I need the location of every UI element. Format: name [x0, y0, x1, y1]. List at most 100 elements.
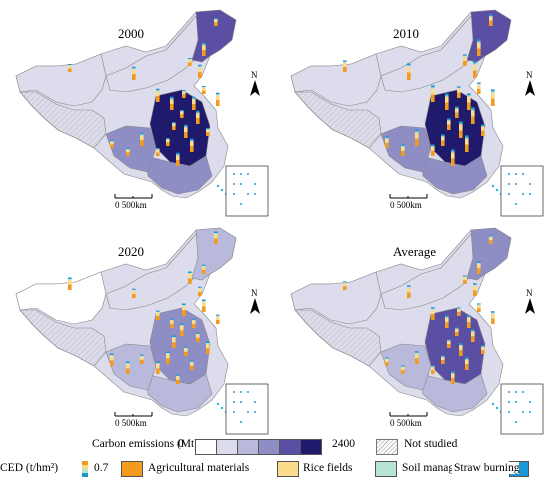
- carbon-legend-max: 2400: [332, 438, 355, 450]
- ced-stacked-bar: [198, 64, 202, 78]
- ced-stacked-bar: [457, 307, 461, 316]
- ced-stacked-bar: [126, 148, 130, 156]
- ced-stacked-bar: [385, 136, 389, 148]
- scale-label: 0 500km: [115, 418, 147, 428]
- map-panel-3: N 2020 0 500km: [0, 218, 275, 438]
- ced-stacked-bar: [407, 285, 411, 298]
- ced-stacked-bar: [156, 148, 160, 156]
- ced-stacked-bar: [457, 86, 461, 98]
- ced-stacked-bar: [451, 149, 455, 166]
- island-marker: [491, 402, 495, 406]
- north-label: N: [251, 70, 258, 80]
- panel-title: 2010: [393, 26, 419, 41]
- island-marker: [495, 188, 499, 192]
- north-label: N: [526, 70, 533, 80]
- ced-stacked-bar: [481, 124, 485, 136]
- ramp-step: [300, 439, 322, 455]
- ced-stacked-bar: [190, 138, 194, 152]
- ced-stacked-bar: [441, 355, 445, 364]
- ced-stacked-bar: [415, 129, 419, 146]
- ced-stacked-bar: [192, 96, 196, 110]
- scale-label: 0 500km: [115, 200, 147, 210]
- south-china-sea-inset: [225, 383, 269, 435]
- panel-title: 2020: [118, 244, 144, 259]
- scale-bar: [389, 412, 428, 417]
- ced-stacked-bar: [166, 351, 170, 364]
- ced-stacked-bar: [415, 351, 419, 364]
- ced-stacked-bar: [431, 307, 435, 320]
- ced-stacked-bar: [407, 63, 411, 80]
- ced-stacked-bar: [188, 271, 192, 284]
- straw-burning-label: Straw burning: [452, 462, 520, 474]
- panel-title: Average: [393, 244, 437, 259]
- ced-stacked-bar: [202, 42, 206, 56]
- ced-stacked-bar: [140, 354, 144, 364]
- agricultural-materials-swatch: [121, 461, 143, 477]
- island-marker: [216, 402, 220, 406]
- china-map: N: [290, 9, 544, 217]
- china-map: N: [15, 9, 269, 217]
- ced-stacked-bar: [196, 110, 200, 124]
- ced-stacked-bar: [385, 357, 389, 366]
- region-south: [420, 155, 488, 195]
- scale-label: 0 500km: [390, 200, 422, 210]
- china-map: N: [290, 227, 544, 435]
- region-northwest: [290, 271, 382, 325]
- ced-stacked-bar: [68, 64, 72, 72]
- north-label: N: [526, 288, 533, 298]
- ced-stacked-bar: [467, 315, 471, 328]
- region-south: [420, 373, 488, 413]
- map-panel-4: N Average 0 500km: [275, 218, 550, 438]
- region-northwest: [15, 271, 107, 325]
- map-panel-2: N 2010 0 500km: [275, 0, 550, 220]
- ced-stacked-bar: [172, 335, 176, 348]
- ced-stacked-bar: [216, 92, 220, 106]
- south-china-sea-inset: [225, 165, 269, 217]
- scale-bar: [114, 412, 153, 417]
- ced-stacked-bar: [431, 85, 435, 102]
- ced-stacked-bar: [477, 82, 481, 94]
- ramp-step: [195, 439, 217, 455]
- ced-stacked-bar: [198, 286, 202, 296]
- ced-stacked-bar: [431, 365, 435, 374]
- rice-fields-label: Rice fields: [303, 462, 353, 474]
- ced-stacked-bar: [126, 361, 130, 374]
- ced-stacked-bar: [202, 299, 206, 312]
- ced-stacked-bar: [455, 327, 459, 336]
- ced-stacked-bar: [68, 277, 72, 290]
- ced-stacked-bar: [463, 54, 467, 66]
- region-northwest: [290, 53, 382, 107]
- ced-stacked-bar: [491, 89, 495, 106]
- ced-stacked-bar: [170, 96, 174, 110]
- south-china-sea-inset: [500, 165, 544, 217]
- ced-stacked-bar: [206, 341, 210, 354]
- ced-legend-value: 0.7: [94, 462, 109, 474]
- ced-stacked-bar: [202, 264, 206, 274]
- ced-stacked-bar: [172, 122, 176, 130]
- ced-stacked-bar: [166, 138, 170, 146]
- ced-stacked-bar: [196, 332, 200, 342]
- ced-stacked-bar: [473, 283, 477, 296]
- ced-stacked-bar: [188, 58, 192, 66]
- panel-title: 2000: [118, 26, 144, 41]
- ramp-step: [258, 439, 280, 455]
- ced-stacked-bar: [455, 106, 459, 118]
- carbon-legend-min: 0: [178, 438, 184, 450]
- ced-stacked-bar: [489, 14, 493, 26]
- carbon-legend-title: Carbon emissions (Mt): [92, 438, 199, 450]
- north-arrow-icon: [250, 80, 260, 96]
- ced-stacked-bar: [447, 339, 451, 348]
- ced-stacked-bar: [180, 110, 184, 118]
- ced-stacked-bar: [184, 124, 188, 138]
- ced-stacked-bar: [190, 360, 194, 370]
- ced-stacked-bar: [156, 310, 160, 320]
- carbon-color-ramp: [195, 439, 322, 455]
- ced-stacked-bar: [477, 303, 481, 312]
- region-northwest: [15, 53, 107, 107]
- region-south: [145, 373, 213, 413]
- ced-bar-icon: [82, 461, 88, 477]
- ced-stacked-bar: [477, 39, 481, 56]
- ced-stacked-bar: [343, 281, 347, 290]
- island-marker: [216, 184, 220, 188]
- ced-stacked-bar: [431, 144, 435, 156]
